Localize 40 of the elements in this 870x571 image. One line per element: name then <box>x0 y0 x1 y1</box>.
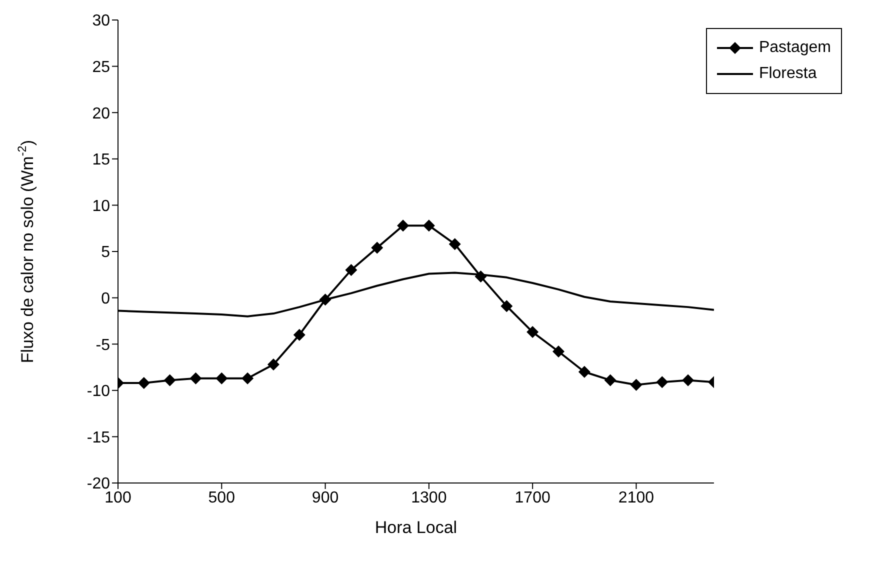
y-tick-label: -15 <box>86 429 110 446</box>
point <box>682 374 694 386</box>
point <box>164 374 176 386</box>
x-tick-label: 900 <box>312 489 339 506</box>
point <box>656 376 668 388</box>
y-tick-label: -5 <box>96 336 110 354</box>
point <box>630 378 642 391</box>
point <box>578 366 590 378</box>
y-tick-label: 5 <box>101 244 110 262</box>
y-tick-label: 25 <box>92 58 110 76</box>
x-tick-label: 1700 <box>514 489 550 506</box>
point <box>422 220 435 232</box>
x-axis-title: Hora Local <box>374 518 458 537</box>
point <box>552 346 564 358</box>
x-tick-label: 500 <box>208 489 236 506</box>
y-tick-label: 30 <box>92 12 110 30</box>
legend-label: Floresta <box>758 64 817 84</box>
y-tick-label: 10 <box>92 198 110 215</box>
point <box>397 220 410 232</box>
point <box>448 238 461 250</box>
point <box>293 328 306 341</box>
point <box>371 242 384 254</box>
point <box>526 326 539 338</box>
x-tick-label: 1300 <box>411 489 447 506</box>
point <box>190 372 202 384</box>
point <box>242 372 254 384</box>
y-tick-label: 15 <box>92 152 110 169</box>
point <box>500 300 513 312</box>
x-tick-label: 2100 <box>618 489 654 506</box>
y-tick-label: 0 <box>101 290 110 308</box>
y-tick-label: -10 <box>86 383 110 400</box>
point <box>138 376 150 389</box>
point <box>604 374 616 386</box>
point <box>474 270 487 282</box>
point <box>216 372 228 384</box>
legend-label: Pastagem <box>758 38 831 58</box>
y-tick-label: 20 <box>92 105 110 122</box>
point <box>267 358 280 370</box>
point <box>345 264 358 276</box>
point <box>319 294 332 306</box>
